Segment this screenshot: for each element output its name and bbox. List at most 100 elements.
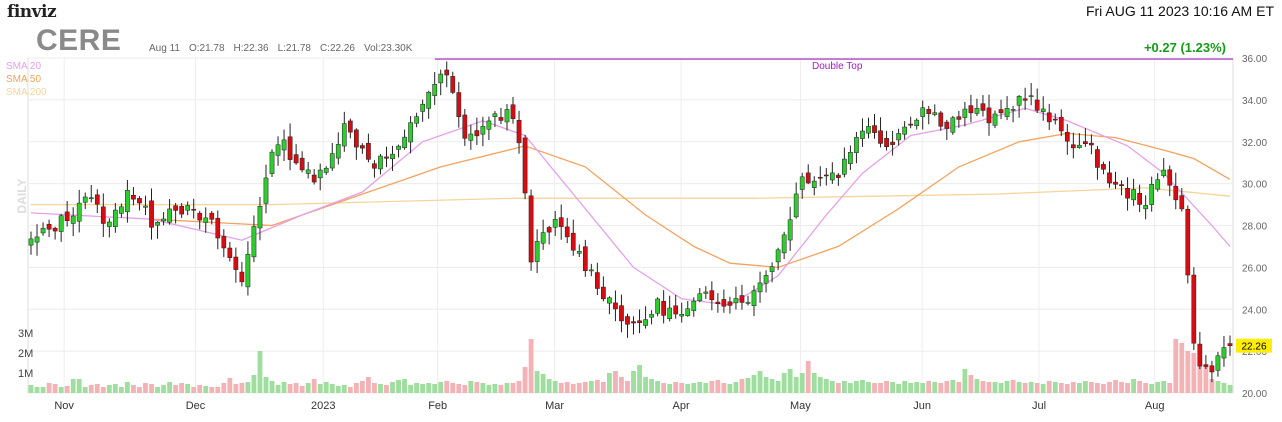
candle-body bbox=[1016, 96, 1022, 106]
candle-body bbox=[1101, 164, 1106, 170]
volume-bar bbox=[112, 384, 118, 393]
volume-bar bbox=[1149, 384, 1155, 393]
volume-bar bbox=[347, 387, 353, 393]
volume-bar bbox=[444, 381, 450, 393]
volume-bar bbox=[209, 387, 215, 393]
candle-body bbox=[468, 133, 474, 141]
volume-bar bbox=[88, 385, 94, 393]
volume-bar bbox=[974, 379, 980, 393]
candle-body bbox=[257, 206, 263, 229]
candle-body bbox=[908, 123, 914, 126]
month-label: Aug bbox=[1145, 400, 1165, 412]
candle-body bbox=[64, 211, 70, 221]
candle-body bbox=[167, 208, 172, 223]
candle-body bbox=[667, 307, 673, 319]
volume-bar bbox=[619, 377, 624, 393]
candle-body bbox=[793, 193, 799, 218]
candle-body bbox=[884, 138, 889, 147]
candle-body bbox=[372, 163, 377, 169]
candle-body bbox=[769, 266, 775, 272]
candle-body bbox=[595, 272, 600, 289]
candle-body bbox=[751, 290, 757, 306]
volume-bar bbox=[1125, 383, 1130, 393]
volume-bar bbox=[1034, 383, 1040, 393]
volume-bar bbox=[890, 382, 895, 393]
volume-bar bbox=[311, 379, 317, 393]
candle-body bbox=[239, 271, 245, 283]
volume-bar bbox=[263, 377, 269, 393]
candle-body bbox=[1040, 108, 1046, 112]
candle-body bbox=[119, 206, 124, 214]
candle-body bbox=[811, 180, 817, 188]
candle-body bbox=[125, 190, 130, 212]
volume-bar bbox=[179, 383, 185, 393]
volume-bar bbox=[643, 377, 648, 393]
candle-body bbox=[1149, 184, 1155, 205]
volume-bar bbox=[378, 384, 383, 393]
candle-body bbox=[245, 253, 251, 288]
candle-body bbox=[763, 275, 769, 284]
volume-bar bbox=[52, 384, 58, 393]
candle-body bbox=[492, 113, 498, 117]
volume-bar bbox=[390, 382, 395, 393]
volume-tick-label: 2M bbox=[18, 348, 33, 360]
month-label: 2023 bbox=[311, 400, 335, 412]
volume-bar bbox=[715, 380, 721, 393]
candle-body bbox=[1113, 181, 1118, 185]
volume-bar bbox=[841, 381, 847, 393]
volume-bar bbox=[769, 379, 775, 393]
double-top-label: Double Top bbox=[812, 61, 863, 72]
candle-body bbox=[317, 169, 323, 179]
candle-body bbox=[926, 109, 932, 115]
candle-body bbox=[950, 117, 956, 133]
candle-body bbox=[414, 116, 419, 124]
price-tick-label: 34.00 bbox=[1242, 96, 1267, 107]
candle-body bbox=[685, 308, 691, 316]
candle-body bbox=[269, 151, 275, 174]
volume-bar bbox=[275, 385, 281, 393]
volume-bar bbox=[76, 379, 82, 393]
candle-body bbox=[88, 197, 94, 200]
candle-body bbox=[1191, 274, 1197, 344]
candle-body bbox=[1131, 189, 1136, 201]
candle-body bbox=[82, 196, 88, 203]
volume-bar bbox=[167, 382, 172, 393]
volume-bar bbox=[1076, 383, 1082, 393]
legend-sma200: SMA 200 bbox=[6, 87, 47, 98]
volume-bar bbox=[848, 383, 853, 393]
month-label: Jul bbox=[1032, 400, 1046, 412]
candle-body bbox=[185, 205, 191, 211]
volume-bar bbox=[914, 382, 920, 393]
candle-body bbox=[703, 291, 709, 294]
candle-body bbox=[848, 151, 853, 164]
finviz-logo[interactable]: finviz bbox=[7, 2, 57, 22]
candle-body bbox=[1215, 355, 1221, 371]
candle-body bbox=[347, 120, 353, 133]
volume-bar bbox=[757, 371, 763, 393]
volume-bar bbox=[1155, 382, 1161, 393]
candle-body bbox=[480, 126, 486, 135]
volume-bar bbox=[131, 385, 136, 393]
candle-body bbox=[251, 226, 257, 258]
volume-bar bbox=[986, 382, 992, 393]
legend-sma50: SMA 50 bbox=[6, 74, 42, 85]
volume-bar bbox=[781, 373, 787, 393]
candle-body bbox=[866, 126, 871, 134]
candle-body bbox=[1203, 364, 1209, 367]
volume-bar bbox=[1113, 380, 1118, 393]
volume-bar bbox=[1209, 379, 1215, 393]
candle-body bbox=[896, 133, 901, 141]
ohlc-volume: Vol:23.30K bbox=[363, 43, 413, 54]
candle-body bbox=[775, 249, 781, 263]
volume-bar bbox=[1173, 339, 1179, 393]
volume-bar bbox=[366, 377, 371, 393]
ohlc-high: H:22.36 bbox=[233, 43, 269, 54]
candle-body bbox=[40, 227, 46, 234]
candle-body bbox=[263, 177, 269, 204]
volume-bar bbox=[353, 383, 359, 393]
sma20-line bbox=[30, 107, 1231, 306]
candle-body bbox=[1046, 112, 1052, 123]
candle-body bbox=[149, 200, 154, 228]
candle-body bbox=[588, 269, 594, 272]
